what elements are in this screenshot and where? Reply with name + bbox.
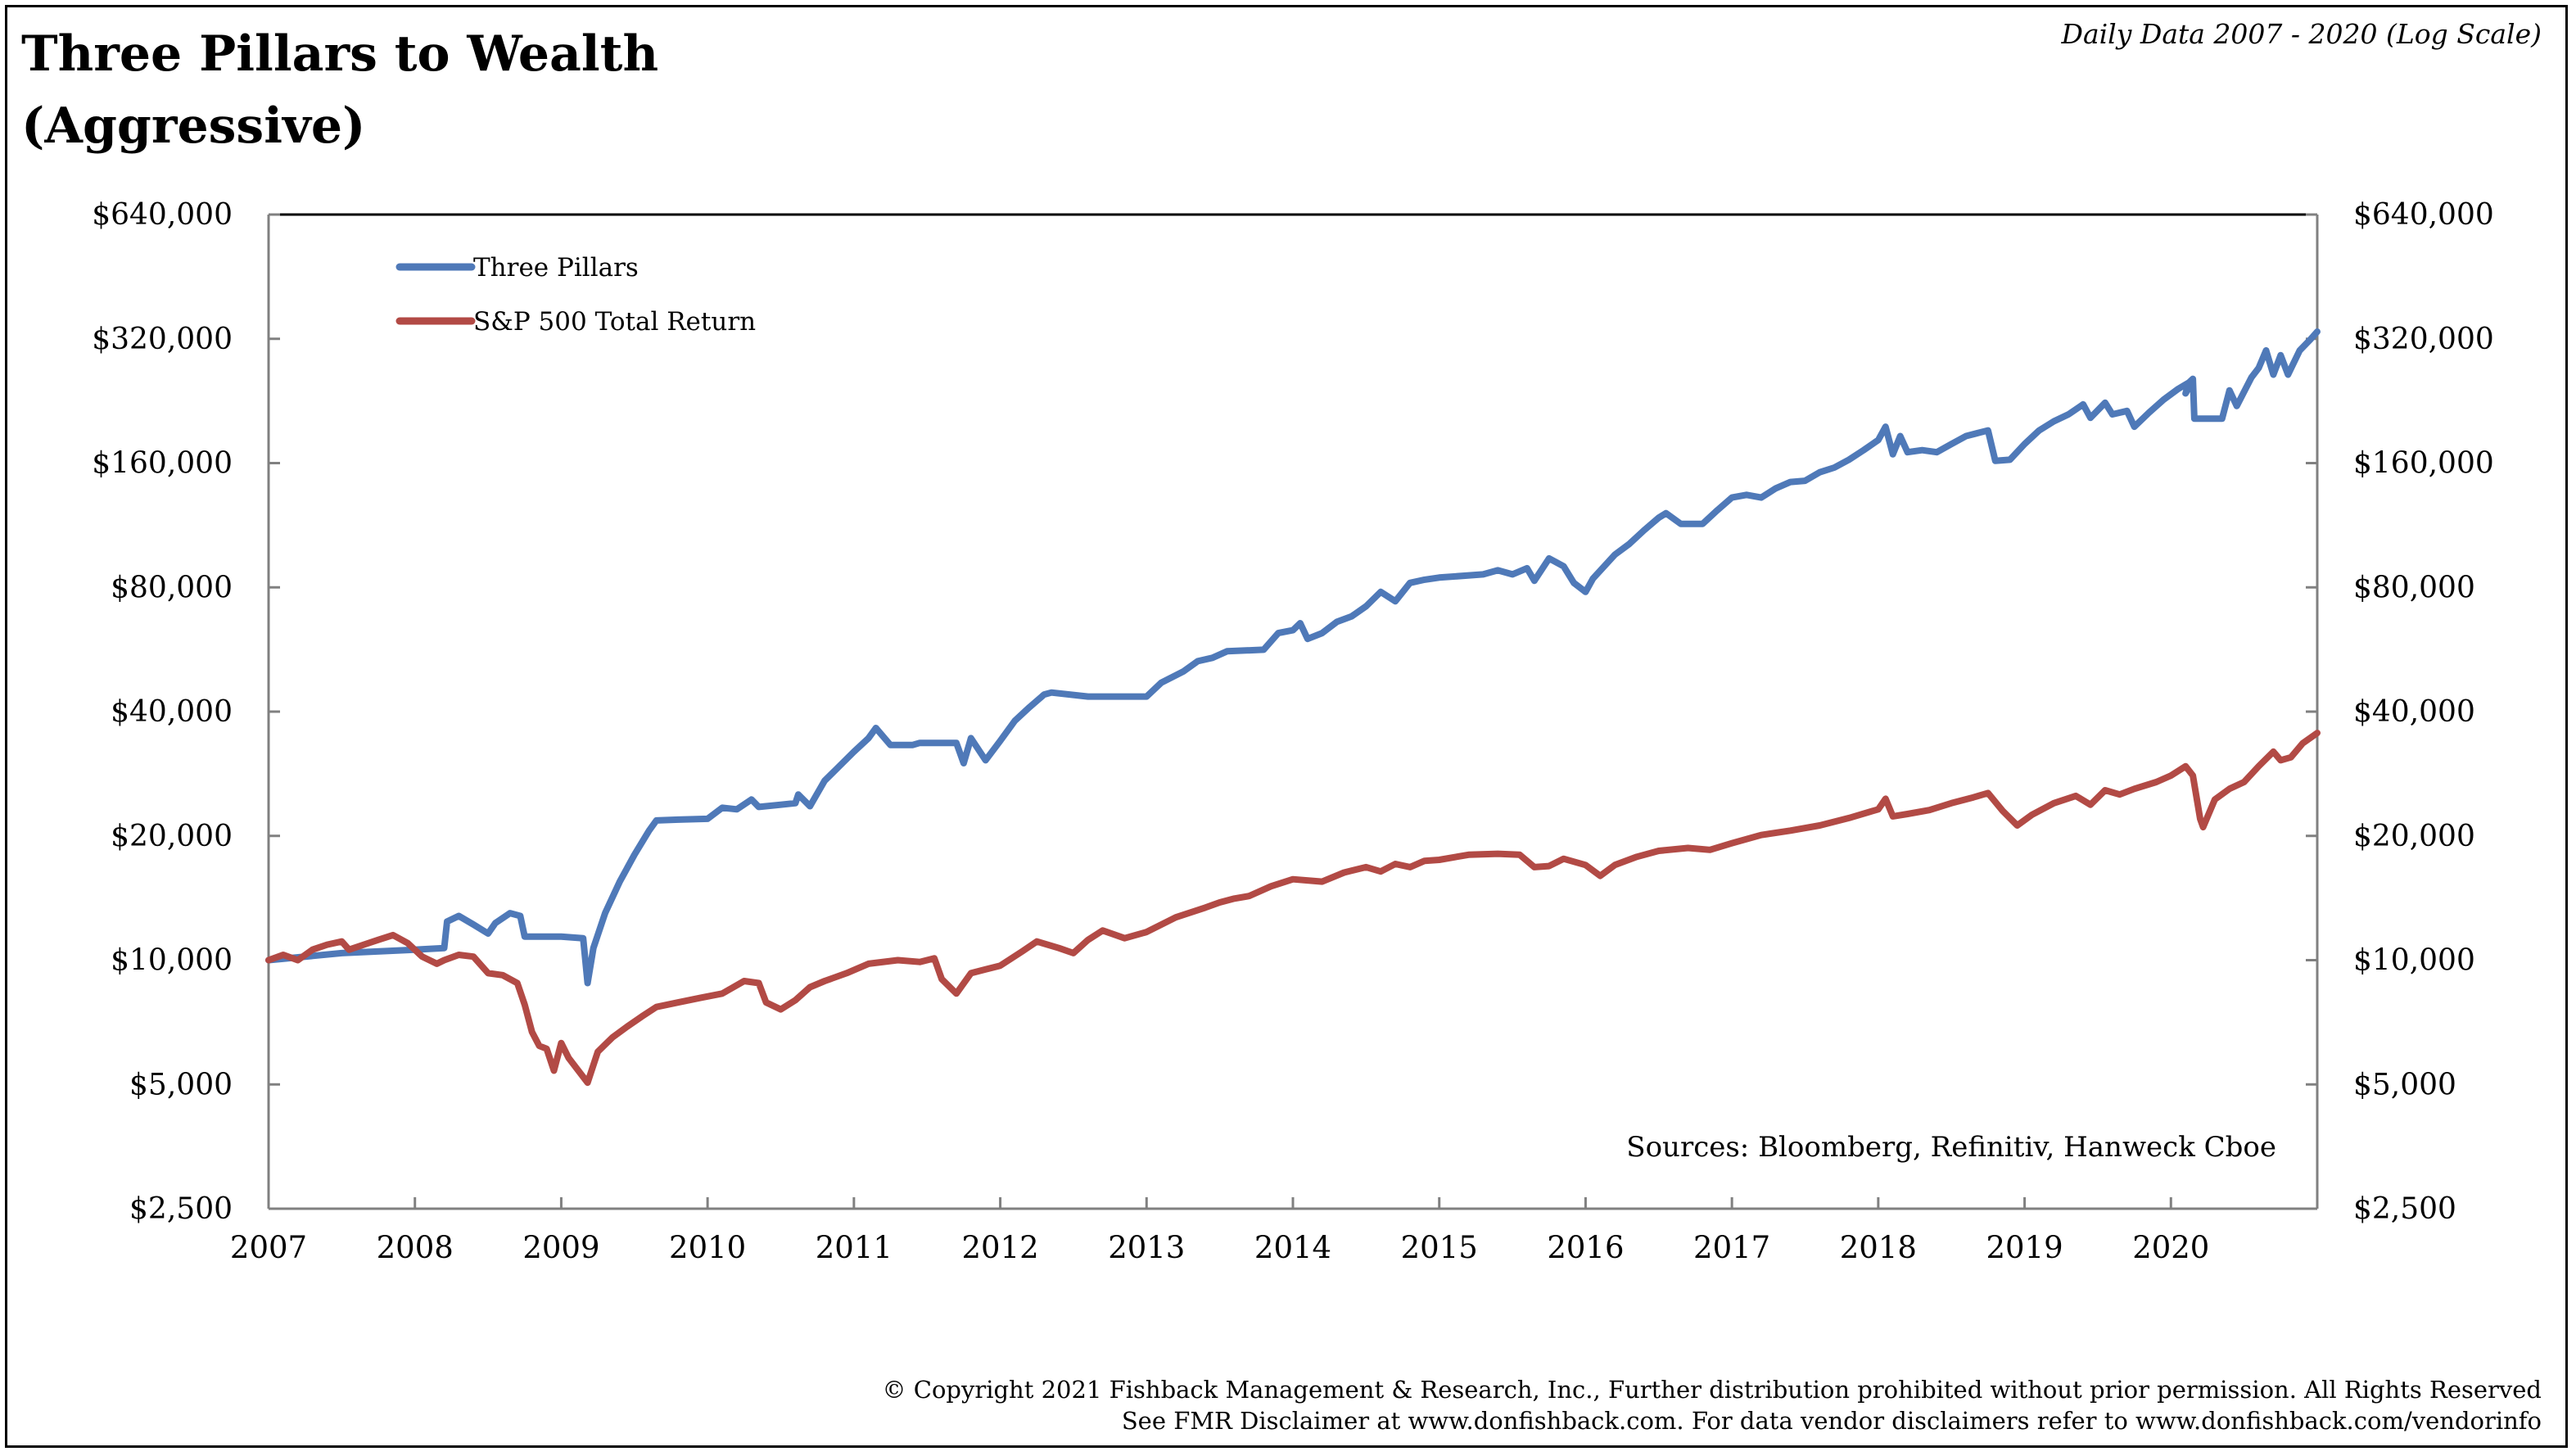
x-tick-label: 2018 bbox=[1840, 1230, 1917, 1265]
x-tick-label: 2010 bbox=[669, 1230, 746, 1265]
footer-line-2: See FMR Disclaimer at www.donfishback.co… bbox=[1121, 1407, 2542, 1435]
x-tick-label: 2019 bbox=[1986, 1230, 2063, 1265]
series-line-sp500 bbox=[265, 730, 2321, 1087]
series-layer bbox=[265, 328, 2321, 1087]
x-tick-label: 2013 bbox=[1108, 1230, 1185, 1265]
y-tick-label-left: $2,500 bbox=[129, 1192, 233, 1226]
y-tick-label-left: $20,000 bbox=[111, 820, 233, 853]
y-tick-label-left: $5,000 bbox=[129, 1068, 233, 1101]
sources-annotation: Sources: Bloomberg, Refinitiv, Hanweck C… bbox=[1626, 1131, 2276, 1164]
y-tick-label-right: $40,000 bbox=[2353, 695, 2475, 729]
chart-legend: Three Pillars S&P 500 Total Return bbox=[395, 253, 756, 337]
y-tick-label-right: $20,000 bbox=[2353, 820, 2475, 853]
x-tick-label: 2011 bbox=[816, 1230, 893, 1265]
chart-title: Three Pillars to Wealth (Aggressive) bbox=[21, 18, 658, 162]
chart-frame bbox=[5, 5, 2568, 1448]
x-tick-label: 2015 bbox=[1401, 1230, 1478, 1265]
y-tick-label-left: $640,000 bbox=[92, 198, 233, 232]
y-tick-label-right: $160,000 bbox=[2353, 447, 2494, 481]
y-tick-label-left: $320,000 bbox=[92, 323, 233, 356]
copyright-footer: © Copyright 2021 Fishback Management & R… bbox=[883, 1374, 2542, 1436]
title-line-1: Three Pillars to Wealth bbox=[21, 25, 659, 83]
x-tick-label: 2009 bbox=[522, 1230, 599, 1265]
y-tick-label-left: $40,000 bbox=[111, 695, 233, 729]
y-tick-label-left: $160,000 bbox=[92, 447, 233, 481]
x-tick-label: 2008 bbox=[377, 1230, 454, 1265]
y-tick-label-right: $2,500 bbox=[2353, 1192, 2456, 1226]
legend-label-sp500: S&P 500 Total Return bbox=[473, 307, 756, 337]
x-tick-label: 2017 bbox=[1693, 1230, 1770, 1265]
y-tick-label-left: $80,000 bbox=[111, 571, 233, 604]
x-tick-label: 2007 bbox=[230, 1230, 307, 1265]
title-line-2: (Aggressive) bbox=[21, 97, 366, 155]
y-tick-label-left: $10,000 bbox=[111, 944, 233, 978]
x-tick-label: 2012 bbox=[961, 1230, 1038, 1265]
x-tick-label: 2016 bbox=[1547, 1230, 1624, 1265]
x-tick-label: 2020 bbox=[2132, 1230, 2209, 1265]
y-tick-label-right: $5,000 bbox=[2353, 1068, 2456, 1101]
footer-line-1: © Copyright 2021 Fishback Management & R… bbox=[882, 1376, 2542, 1404]
chart-axes: $2,500 $2,500 $5,000 $5,000 $10,000 $10,000 $2… bbox=[92, 198, 2494, 1265]
y-tick-label-right: $10,000 bbox=[2353, 944, 2475, 978]
chart-subtitle: Daily Data 2007 - 2020 (Log Scale) bbox=[2061, 18, 2542, 50]
y-tick-label-right: $320,000 bbox=[2353, 323, 2494, 356]
x-tick-label: 2014 bbox=[1254, 1230, 1331, 1265]
series-line-three-pillars bbox=[265, 328, 2321, 987]
legend-label-three-pillars: Three Pillars bbox=[473, 253, 639, 283]
y-tick-label-right: $80,000 bbox=[2353, 571, 2475, 604]
y-tick-label-right: $640,000 bbox=[2353, 198, 2494, 232]
